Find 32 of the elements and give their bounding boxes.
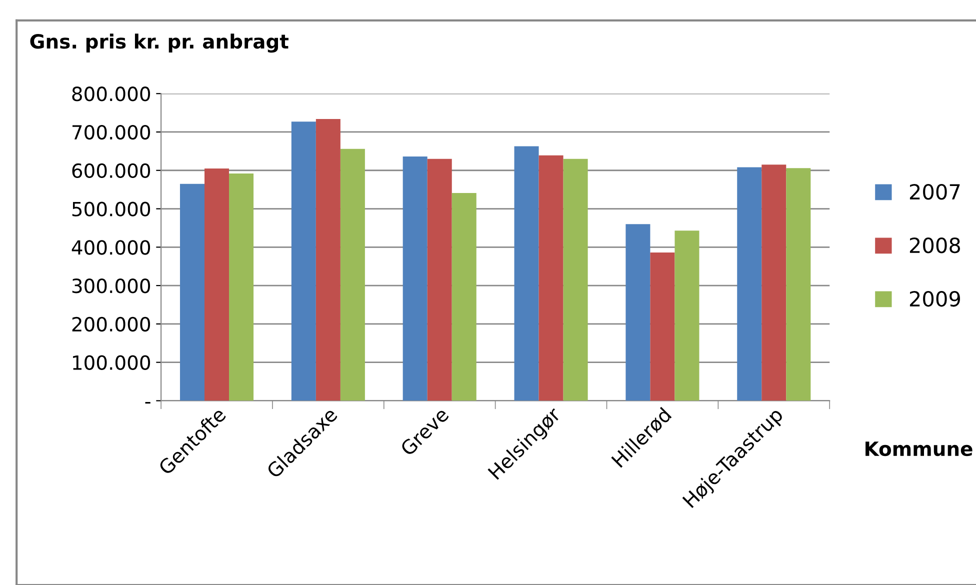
bar — [180, 184, 204, 401]
bar — [674, 230, 700, 401]
bar — [563, 158, 588, 401]
bar — [291, 122, 316, 401]
y-tick-label: 300.000 — [72, 278, 150, 294]
bar — [626, 224, 650, 401]
bar — [650, 252, 675, 401]
y-tick-label: 400.000 — [72, 240, 150, 255]
bar — [786, 168, 811, 401]
legend-label: 2008 — [910, 237, 960, 254]
y-tick-label: 700.000 — [72, 124, 150, 140]
y-tick-label: 500.000 — [72, 202, 150, 216]
y-tick-label: 600.000 — [72, 163, 150, 178]
legend-label: 2007 — [910, 184, 960, 200]
bar — [737, 167, 762, 401]
bar — [229, 173, 254, 401]
bar — [538, 155, 564, 401]
y-axis-title: Gns. pris kr. pr. anbragt — [30, 34, 288, 53]
y-tick-label: 800.000 — [72, 86, 150, 102]
bar — [204, 168, 230, 401]
legend-label: 2009 — [910, 290, 960, 307]
y-tick-label: - — [145, 402, 150, 404]
y-tick-label: 200.000 — [72, 316, 150, 332]
bar — [316, 118, 340, 401]
bar — [514, 146, 539, 401]
bar — [452, 193, 476, 401]
bar — [427, 158, 452, 401]
bar — [340, 148, 365, 401]
x-axis-title: Kommune — [866, 442, 972, 456]
bar — [402, 156, 428, 401]
bar — [762, 164, 786, 401]
y-tick-label: 100.000 — [73, 355, 150, 370]
